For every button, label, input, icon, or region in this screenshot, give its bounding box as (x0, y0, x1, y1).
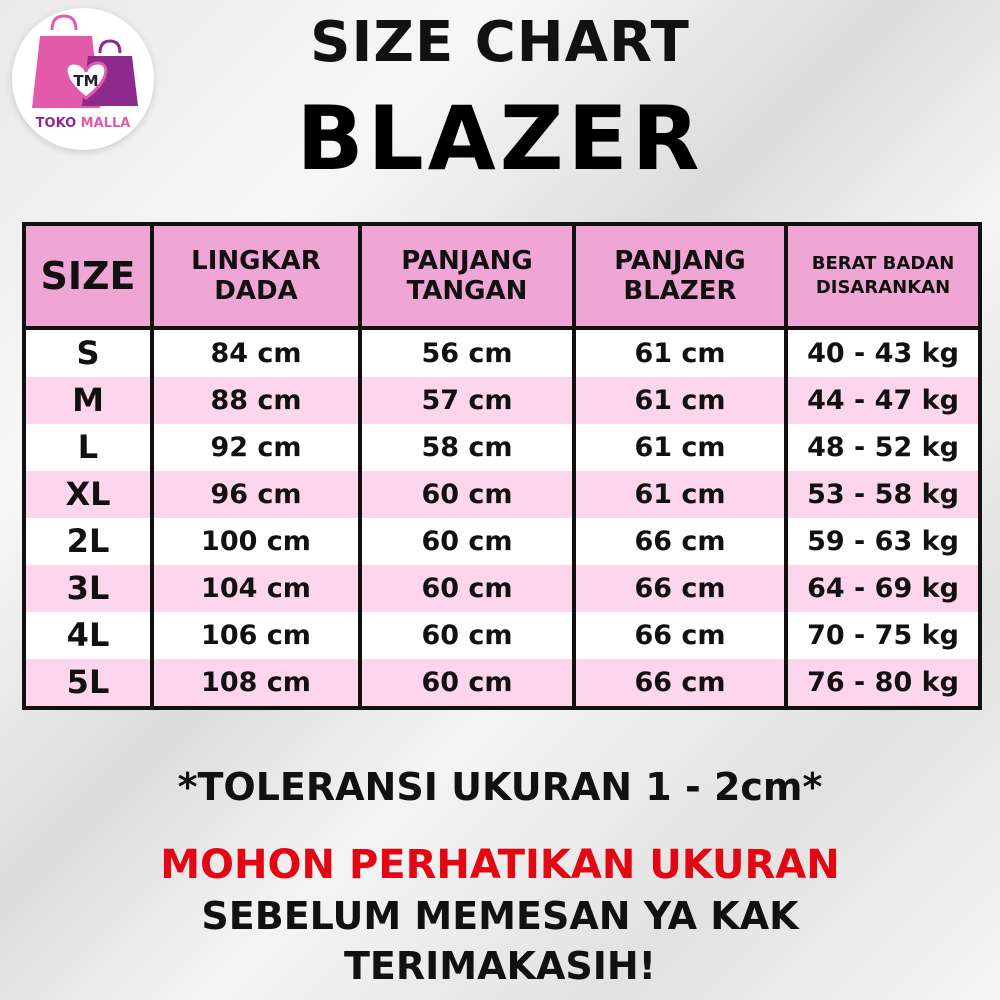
cell-size: M (22, 377, 154, 424)
table-row: 3L 104 cm 60 cm 66 cm 64 - 69 kg (22, 565, 982, 612)
cell-chest: 100 cm (150, 518, 362, 565)
cell-chest: 106 cm (150, 612, 362, 659)
cell-size: 3L (22, 565, 154, 612)
cell-sleeve: 60 cm (358, 471, 576, 518)
cell-size: 5L (22, 659, 154, 708)
page-title-line1: SIZE CHART (310, 10, 690, 75)
cell-length: 66 cm (572, 612, 788, 659)
cell-size: L (22, 424, 154, 471)
brand-name-part2: MALLA (80, 116, 131, 131)
cell-sleeve: 60 cm (358, 659, 576, 708)
size-table: SIZE LINGKAR DADA PANJANG TANGAN PANJANG… (22, 222, 982, 710)
cell-chest: 96 cm (150, 471, 362, 518)
column-header-sleeve: PANJANG TANGAN (358, 224, 576, 330)
cell-length: 61 cm (572, 328, 788, 377)
table-row: S 84 cm 56 cm 61 cm 40 - 43 kg (22, 328, 982, 377)
cell-sleeve: 58 cm (358, 424, 576, 471)
shopping-bags-icon: TM (32, 14, 138, 108)
cell-weight: 40 - 43 kg (784, 328, 982, 377)
cell-weight: 76 - 80 kg (784, 659, 982, 708)
warning-note: MOHON PERHATIKAN UKURAN (160, 842, 840, 888)
cell-chest: 104 cm (150, 565, 362, 612)
brand-name: TOKO MALLA (12, 116, 154, 132)
column-header-weight: BERAT BADAN DISARANKAN (784, 224, 982, 330)
cell-size: 2L (22, 518, 154, 565)
cell-length: 66 cm (572, 659, 788, 708)
column-header-size: SIZE (22, 224, 154, 330)
column-header-length: PANJANG BLAZER (572, 224, 788, 330)
column-header-chest: LINGKAR DADA (150, 224, 362, 330)
cell-weight: 53 - 58 kg (784, 471, 982, 518)
order-note: SEBELUM MEMESAN YA KAK (201, 894, 799, 938)
table-row: 2L 100 cm 60 cm 66 cm 59 - 63 kg (22, 518, 982, 565)
cell-weight: 64 - 69 kg (784, 565, 982, 612)
cell-chest: 84 cm (150, 328, 362, 377)
cell-sleeve: 60 cm (358, 565, 576, 612)
cell-sleeve: 57 cm (358, 377, 576, 424)
brand-logo: TM TOKO MALLA (12, 8, 154, 150)
cell-size: XL (22, 471, 154, 518)
cell-size: 4L (22, 612, 154, 659)
cell-sleeve: 56 cm (358, 328, 576, 377)
cell-sleeve: 60 cm (358, 612, 576, 659)
brand-name-part1: TOKO (35, 116, 77, 131)
cell-weight: 48 - 52 kg (784, 424, 982, 471)
table-row: L 92 cm 58 cm 61 cm 48 - 52 kg (22, 424, 982, 471)
thanks-note: TERIMAKASIH! (344, 944, 656, 988)
cell-size: S (22, 328, 154, 377)
cell-length: 61 cm (572, 377, 788, 424)
monogram: TM (73, 72, 98, 90)
table-row: XL 96 cm 60 cm 61 cm 53 - 58 kg (22, 471, 982, 518)
page-title-line2: BLAZER (296, 87, 704, 190)
table-row: 5L 108 cm 60 cm 66 cm 76 - 80 kg (22, 659, 982, 708)
table-row: 4L 106 cm 60 cm 66 cm 70 - 75 kg (22, 612, 982, 659)
cell-weight: 70 - 75 kg (784, 612, 982, 659)
cell-chest: 88 cm (150, 377, 362, 424)
cell-weight: 44 - 47 kg (784, 377, 982, 424)
tolerance-note: *TOLERANSI UKURAN 1 - 2cm* (177, 765, 823, 809)
cell-chest: 108 cm (150, 659, 362, 708)
cell-sleeve: 60 cm (358, 518, 576, 565)
cell-length: 61 cm (572, 424, 788, 471)
cell-length: 66 cm (572, 518, 788, 565)
cell-length: 61 cm (572, 471, 788, 518)
table-row: M 88 cm 57 cm 61 cm 44 - 47 kg (22, 377, 982, 424)
table-header-row: SIZE LINGKAR DADA PANJANG TANGAN PANJANG… (22, 224, 982, 330)
cell-chest: 92 cm (150, 424, 362, 471)
cell-length: 66 cm (572, 565, 788, 612)
cell-weight: 59 - 63 kg (784, 518, 982, 565)
